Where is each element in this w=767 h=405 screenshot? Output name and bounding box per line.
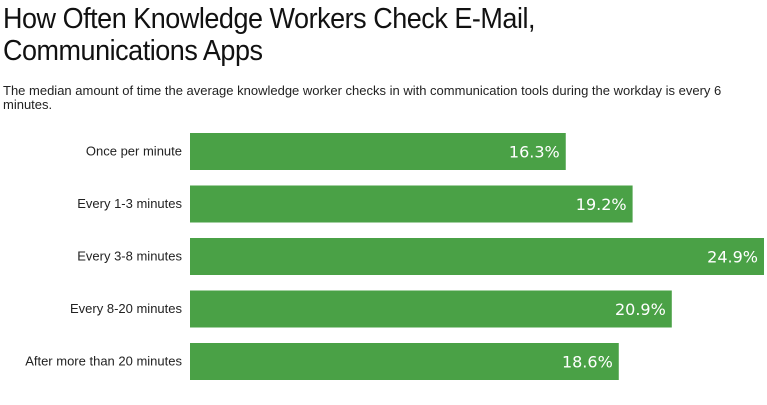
category-label-3: Every 3-8 minutes (77, 249, 182, 264)
chart-title-line-2: Communications Apps (3, 35, 263, 67)
category-label-2: Every 1-3 minutes (77, 196, 182, 211)
category-label-4: Every 8-20 minutes (70, 301, 182, 316)
chart-title-line-1: How Often Knowledge Workers Check E-Mail… (3, 3, 536, 35)
category-label-5: After more than 20 minutes (25, 354, 182, 369)
bar-5 (190, 343, 619, 380)
bar-3 (190, 238, 764, 275)
chart-subtitle: The median amount of time the average kn… (3, 83, 722, 112)
bar-2 (190, 185, 633, 223)
value-label-3: 24.9% (707, 248, 758, 267)
category-label-1: Once per minute (86, 144, 182, 159)
bar-1 (190, 133, 566, 170)
value-label-2: 19.2% (576, 195, 627, 214)
value-label-4: 20.9% (615, 300, 666, 319)
chart-title: How Often Knowledge Workers Check E-Mail… (3, 3, 710, 67)
value-label-1: 16.3% (509, 143, 560, 162)
bar-4 (190, 290, 672, 328)
value-label-5: 18.6% (562, 353, 613, 372)
